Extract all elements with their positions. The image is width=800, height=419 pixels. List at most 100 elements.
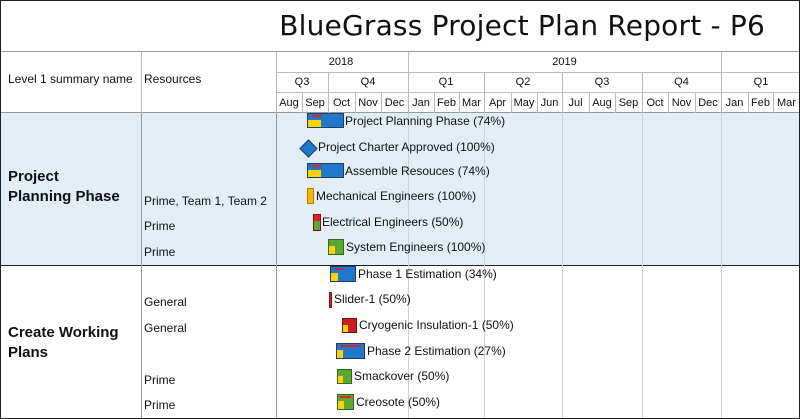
col-divider [141,52,142,114]
gantt-bar[interactable] [307,188,314,204]
gantt-bar[interactable] [337,369,352,384]
resource-cell: General [144,321,187,335]
month-label: Feb [437,97,456,109]
group-name-create-working-plans[interactable]: Create Working Plans [8,323,119,363]
month-label: Jun [540,97,559,109]
gantt-bar[interactable] [328,239,344,255]
task-label: Electrical Engineers (50%) [322,215,464,229]
grid-line [562,113,563,418]
quarter-label: Q4 [360,76,376,88]
grid-line [721,113,722,418]
col-divider [141,113,142,418]
month-label: Dec [698,97,718,109]
quarter-label: Q3 [594,76,610,88]
group-name-line: Plans [8,344,49,361]
resource-cell: Prime [144,219,176,233]
month-divider [459,92,460,114]
progress-fill [308,119,321,127]
month-divider [434,92,435,114]
gantt-bar[interactable] [336,343,365,359]
gantt-bar[interactable] [307,113,344,128]
quarter-label: Q1 [438,76,454,88]
group-separator [1,265,799,266]
resource-cell: Prime, Team 1, Team 2 [144,194,267,208]
resource-cell: General [144,295,187,309]
year-divider [721,52,722,114]
gantt-bar[interactable] [307,163,344,178]
month-divider [511,92,512,114]
month-label: Jan [412,97,430,109]
month-label: Aug [592,97,612,109]
month-label: Sep [618,97,639,109]
month-label: Mar [462,97,481,109]
critical-marker [335,268,343,270]
grid-line [642,113,643,418]
year-row-line [276,72,799,73]
group-name-line: Project [8,168,59,185]
task-label: Assemble Resouces (74%) [345,164,490,178]
month-divider [381,92,382,114]
critical-marker [312,115,322,117]
task-label: Slider-1 (50%) [334,292,411,306]
month-divider [302,92,303,114]
progress-fill [338,375,344,383]
critical-marker [312,165,322,167]
critical-marker [340,396,351,398]
quarter-divider [328,72,329,114]
progress-fill [338,401,344,409]
task-label: Phase 2 Estimation (27%) [367,344,506,358]
gantt-bar[interactable] [337,394,354,410]
month-label: Feb [751,97,770,109]
critical-marker [341,345,361,347]
col-resources-header[interactable]: Resources [144,72,202,86]
task-label: Project Charter Approved (100%) [318,140,495,154]
progress-fill [331,273,338,281]
gantt-bar[interactable] [329,292,332,308]
gantt-bar[interactable] [330,266,356,282]
group-name-project-planning[interactable]: Project Planning Phase [8,167,120,207]
month-divider [695,92,696,114]
col-divider [276,113,277,418]
month-label: Apr [488,97,507,109]
col-level1-header[interactable]: Level 1 summary name [8,72,133,86]
month-divider [748,92,749,114]
month-label: Oct [646,97,664,109]
year-2018: 2018 [328,56,354,68]
progress-fill [337,350,343,358]
task-label: Cryogenic Insulation-1 (50%) [359,318,514,332]
month-label: Nov [671,97,692,109]
month-divider [668,92,669,114]
resource-cell: Prime [144,245,176,259]
progress-fill [314,221,320,230]
resource-cell: Prime [144,398,176,412]
task-label: Project Planning Phase (74%) [345,114,506,128]
month-label: Nov [358,97,378,109]
month-label: Sep [305,97,325,109]
month-label: Jan [725,97,744,109]
month-label: Mar [777,97,796,109]
resource-cell: Prime [144,373,176,387]
gantt-bar[interactable] [313,214,321,231]
gantt-bar[interactable] [342,318,357,333]
quarter-divider [562,72,563,114]
quarter-label: Q1 [753,76,769,88]
quarter-divider [642,72,643,114]
month-label: Dec [384,97,405,109]
task-label: System Engineers (100%) [346,240,486,254]
month-divider [589,92,590,114]
month-divider [615,92,616,114]
col-divider [276,52,277,114]
month-divider [355,92,356,114]
task-label: Phase 1 Estimation (34%) [358,267,497,281]
quarter-label: Q3 [294,76,310,88]
month-divider [773,92,774,114]
report-title: BlueGrass Project Plan Report - P6 [279,9,765,42]
month-label: Aug [279,97,299,109]
grid-line [484,113,485,418]
table-header: Level 1 summary name Resources 2018 2019… [1,51,799,114]
month-label: Jul [568,97,583,109]
quarter-divider [484,72,485,114]
year-2019: 2019 [552,56,577,68]
task-label: Smackover (50%) [354,369,450,383]
